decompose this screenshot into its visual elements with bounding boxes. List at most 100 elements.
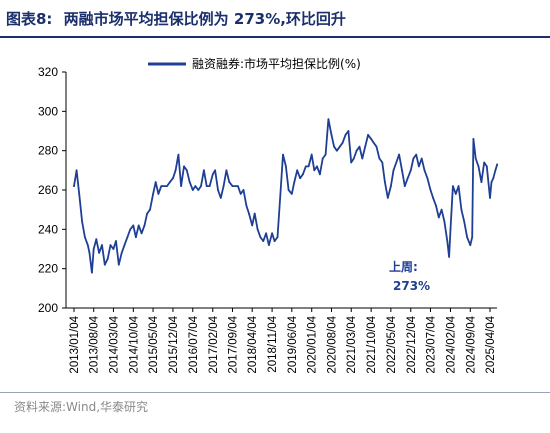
source-divider [0, 392, 550, 393]
x-tick-label: 2025/04/04 [485, 315, 497, 373]
series-point [290, 193, 293, 195]
annotation-line2: 273% [393, 279, 430, 293]
series-point [494, 169, 497, 172]
series-point [163, 185, 166, 188]
series-point [341, 141, 344, 144]
series-point [364, 145, 367, 148]
series-point [446, 240, 449, 243]
series-point [361, 157, 364, 160]
series-point [88, 252, 91, 254]
series-point [188, 181, 191, 184]
series-point [375, 145, 378, 148]
series-point [423, 169, 426, 172]
series-point [146, 212, 149, 215]
series-point [344, 134, 347, 136]
series-point [492, 177, 495, 180]
x-tick-label: 2013/08/04 [89, 315, 101, 373]
series-point [347, 130, 350, 132]
series-point [177, 153, 180, 156]
x-tick-label: 2013/01/04 [69, 315, 81, 373]
y-tick-label: 320 [38, 65, 58, 79]
series-point [426, 177, 429, 180]
x-tick-label: 2024/09/04 [465, 315, 477, 373]
series-point [81, 220, 83, 223]
series-point [239, 193, 242, 195]
series-point [132, 224, 135, 227]
series-point [480, 181, 483, 184]
series-point [449, 228, 452, 231]
series-point [403, 185, 406, 188]
x-tick-label: 2014/03/04 [108, 315, 120, 373]
series-point [126, 236, 129, 239]
series-point [378, 157, 381, 160]
series-point [185, 169, 188, 172]
series-point [273, 240, 276, 243]
series-point [276, 236, 279, 239]
series-line [73, 118, 499, 274]
series-point [440, 208, 443, 211]
series-point [338, 145, 341, 148]
x-tick-label: 2021/03/04 [346, 315, 358, 373]
series-point [485, 165, 488, 168]
source-note: 资料来源:Wind,华泰研究 [14, 400, 149, 414]
series-point [448, 256, 450, 258]
chart-legend: 融资融券:市场平均担保比例(%) [148, 56, 361, 71]
series-point [437, 216, 440, 219]
y-tick-label: 280 [38, 144, 58, 158]
series-point [457, 185, 460, 188]
series-point [180, 185, 183, 188]
series-point [95, 238, 98, 241]
series-point [78, 193, 81, 195]
series-point [137, 224, 140, 227]
figure-title: 图表8: 两融市场平均担保比例为 273%,环比回升 [6, 8, 346, 29]
series-point [496, 163, 499, 166]
series-point [304, 165, 307, 168]
series-point [73, 185, 75, 188]
series-point [256, 228, 259, 231]
x-tick-label: 2015/12/04 [168, 315, 180, 373]
series-point [152, 193, 155, 195]
series-point [84, 236, 86, 239]
series-point [120, 252, 123, 254]
series-point [222, 185, 225, 188]
series-point [418, 165, 420, 168]
series-point [115, 240, 117, 243]
series-point [183, 165, 185, 168]
y-tick-label: 240 [38, 222, 58, 236]
series-point [154, 181, 157, 184]
y-tick-label: 200 [38, 301, 58, 315]
series-point [474, 157, 477, 160]
series-point [392, 169, 395, 172]
series-point [251, 224, 254, 227]
series-point [208, 185, 211, 188]
series-point [112, 248, 115, 250]
series-point [143, 224, 146, 227]
x-tick-label: 2023/07/04 [425, 315, 437, 373]
series-point [172, 177, 174, 180]
series-point [109, 244, 112, 247]
series-point [197, 189, 200, 191]
series-point [282, 153, 284, 156]
series-point [395, 161, 398, 164]
series-point [429, 189, 432, 191]
series-point [211, 173, 214, 176]
figure-title-bar: 图表8: 两融市场平均担保比例为 273%,环比回升 [0, 0, 550, 38]
series-point [194, 185, 197, 188]
series-point [242, 189, 245, 191]
title-divider [0, 36, 550, 38]
series-point [259, 236, 262, 239]
series-point [268, 244, 270, 247]
series-point [463, 220, 466, 223]
series-point [117, 263, 120, 266]
series-point [313, 169, 316, 172]
series-point [355, 149, 358, 152]
x-tick-label: 2015/05/04 [148, 315, 160, 373]
x-tick-label: 2018/11/04 [267, 315, 279, 372]
series-point [285, 165, 287, 168]
series-point [217, 189, 219, 191]
series-point [367, 134, 369, 136]
series-point [103, 263, 106, 266]
series-point [327, 118, 330, 121]
series-point [293, 181, 296, 184]
series-point [316, 165, 318, 168]
